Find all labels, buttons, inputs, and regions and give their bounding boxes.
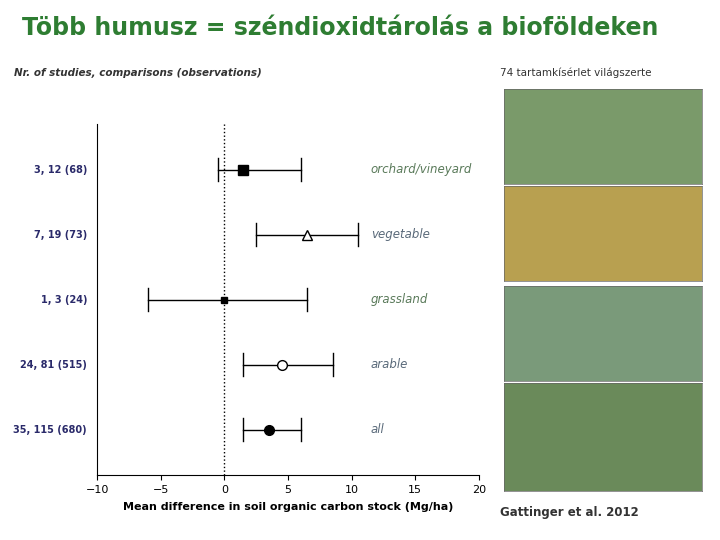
Text: 74 tartamkísérlet világszerte: 74 tartamkísérlet világszerte xyxy=(500,68,652,78)
Text: 7, 19 (73): 7, 19 (73) xyxy=(34,230,87,240)
Text: Nr. of studies, comparisons (observations): Nr. of studies, comparisons (observation… xyxy=(14,68,262,78)
Text: 35, 115 (680): 35, 115 (680) xyxy=(14,424,87,435)
Text: 3, 12 (68): 3, 12 (68) xyxy=(34,165,87,175)
Text: Több humusz = széndioxidtárolás a bioföldeken: Több humusz = széndioxidtárolás a bioföl… xyxy=(22,16,658,40)
Text: vegetable: vegetable xyxy=(371,228,430,241)
Text: 24, 81 (515): 24, 81 (515) xyxy=(20,360,87,370)
Text: orchard/vineyard: orchard/vineyard xyxy=(371,163,472,176)
Text: Gattinger et al. 2012: Gattinger et al. 2012 xyxy=(500,507,639,519)
Text: all: all xyxy=(371,423,384,436)
Text: grassland: grassland xyxy=(371,293,428,306)
Text: arable: arable xyxy=(371,358,408,371)
X-axis label: Mean difference in soil organic carbon stock (Mg/ha): Mean difference in soil organic carbon s… xyxy=(123,502,453,512)
Text: 1, 3 (24): 1, 3 (24) xyxy=(40,295,87,305)
